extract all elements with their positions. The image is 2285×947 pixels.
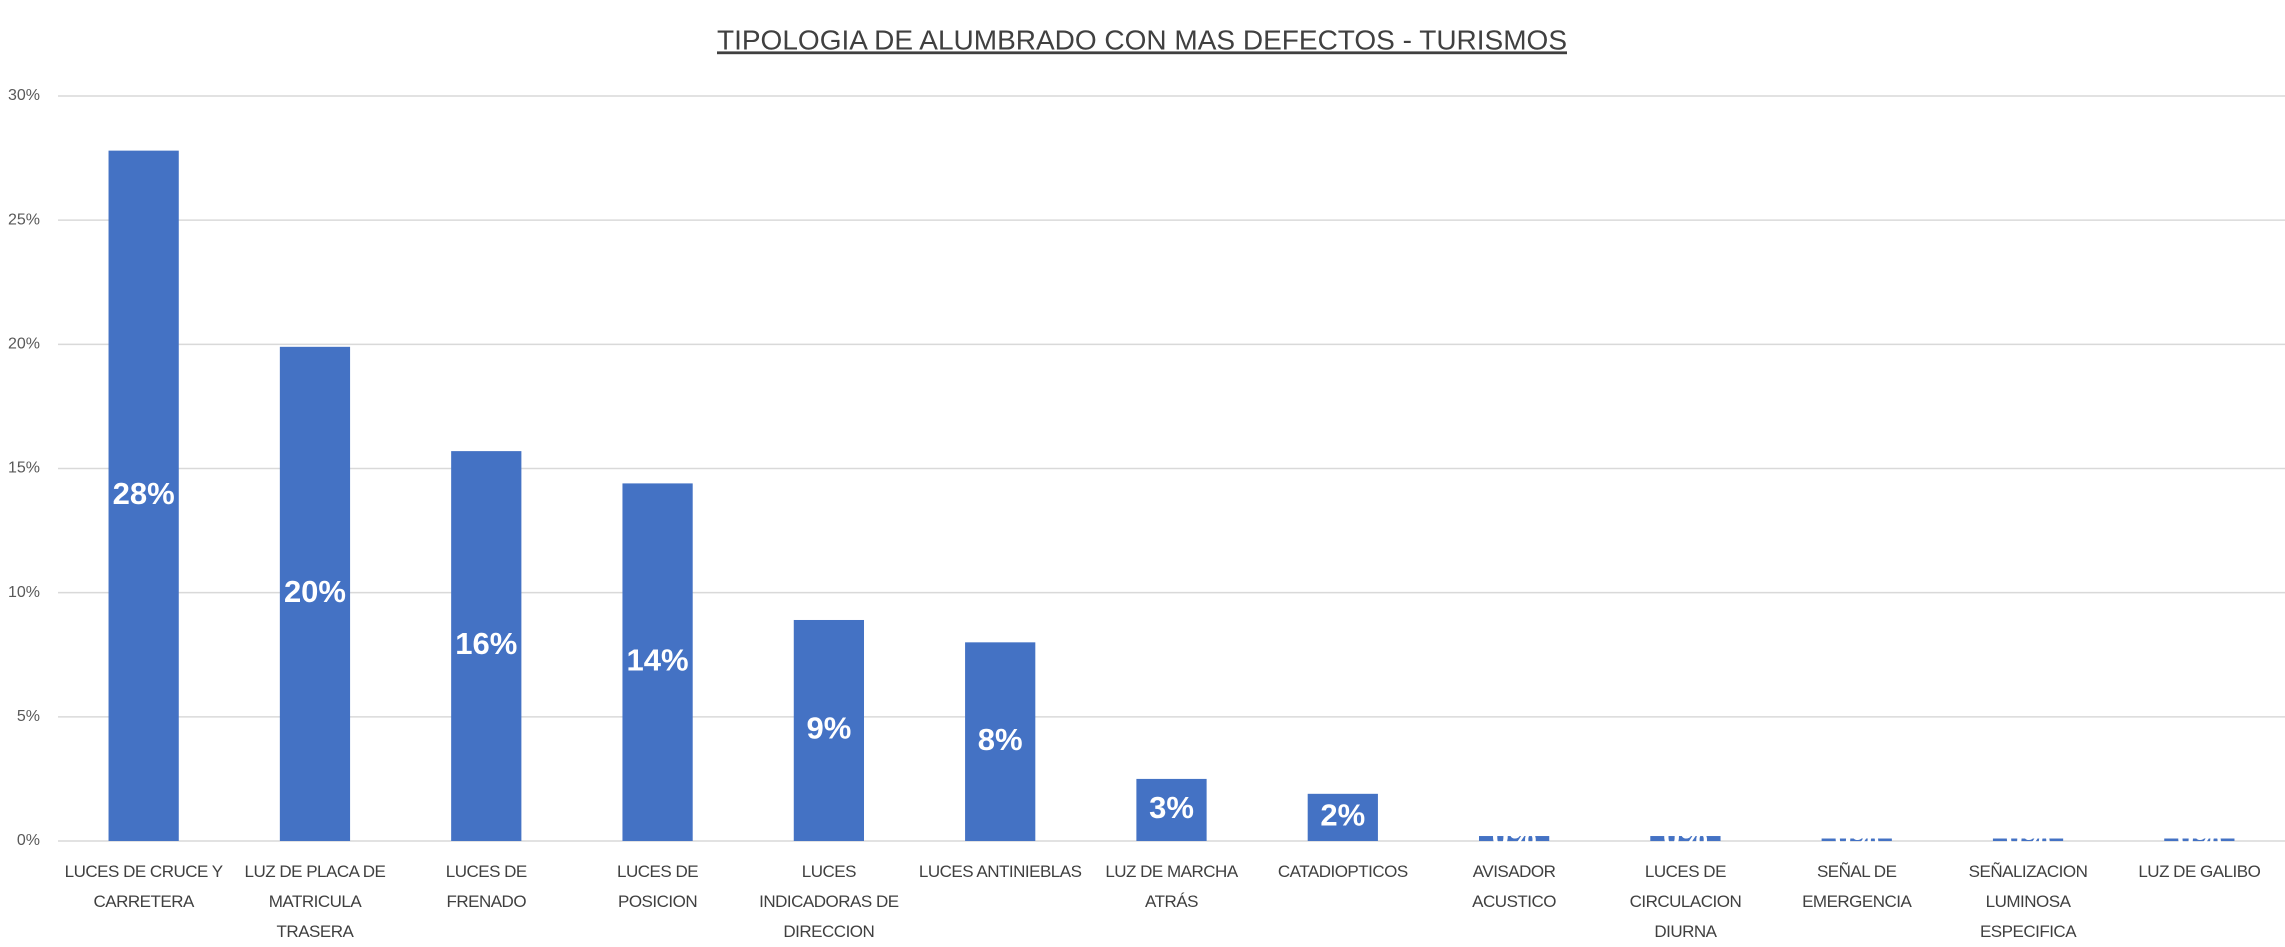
data-label: 0% — [2006, 820, 2051, 855]
y-tick-label: 5% — [17, 708, 40, 725]
bar — [1478, 836, 1550, 841]
bar — [793, 619, 865, 841]
bar — [1992, 838, 2064, 841]
x-tick-label: SEÑAL DE EMERGENCIA — [1802, 862, 1912, 911]
y-tick-label: 30% — [8, 87, 40, 104]
x-tick-label: LUZ DE MARCHA ATRÁS — [1105, 862, 1238, 911]
data-label: 0% — [1663, 819, 1708, 854]
data-label: 0% — [2177, 820, 2222, 855]
y-tick-label: 0% — [17, 832, 40, 849]
x-tick-label: LUCES INDICADORAS DE DIRECCION — [759, 862, 899, 941]
data-label: 3% — [1149, 790, 1194, 825]
y-tick-label: 25% — [8, 211, 40, 228]
chart-title: TIPOLOGIA DE ALUMBRADO CON MAS DEFECTOS … — [717, 24, 1567, 55]
data-label: 9% — [806, 711, 851, 746]
bar — [965, 642, 1036, 841]
bar — [108, 150, 179, 842]
x-tick-label: LUCES DE FRENADO — [445, 862, 528, 911]
bar — [2164, 838, 2235, 841]
x-tick-label: LUCES DE POSICION — [617, 862, 699, 911]
y-tick-label: 20% — [8, 336, 40, 353]
data-label: 0% — [1492, 819, 1537, 854]
data-label: 8% — [978, 722, 1023, 757]
x-tick-label: SEÑALIZACION LUMINOSA ESPECIFICA — [1968, 862, 2088, 941]
data-label: 16% — [455, 626, 517, 661]
y-tick-label: 10% — [8, 584, 40, 601]
x-tick-label: LUZ DE PLACA DE MATRICULA TRASERA — [244, 862, 386, 941]
data-label: 14% — [627, 642, 689, 677]
x-tick-label: AVISADOR ACUSTICO — [1472, 862, 1557, 911]
bar — [1821, 838, 1892, 841]
x-tick-label: LUCES DE CRUCE Y CARRETERA — [64, 862, 223, 911]
data-label: 20% — [284, 574, 346, 609]
data-label: 0% — [1834, 820, 1879, 855]
y-tick-label: 15% — [8, 460, 40, 477]
bar — [1307, 793, 1378, 841]
x-tick-label: CATADIOPTICOS — [1277, 862, 1408, 881]
x-tick-label: LUZ DE GALIBO — [2138, 862, 2261, 881]
x-tick-label: LUCES ANTINIEBLAS — [918, 862, 1082, 881]
bar — [622, 483, 693, 841]
data-label: 2% — [1320, 798, 1365, 833]
x-tick-label: LUCES DE CIRCULACION DIURNA — [1629, 862, 1742, 941]
bar — [1136, 778, 1207, 841]
data-label: 28% — [113, 476, 175, 511]
bar — [1650, 836, 1721, 841]
bar — [451, 451, 522, 841]
chart: TIPOLOGIA DE ALUMBRADO CON MAS DEFECTOS … — [7, 24, 2285, 855]
bar — [279, 346, 351, 841]
chart-container: TIPOLOGIA DE ALUMBRADO CON MAS DEFECTOS … — [7, 24, 2285, 941]
